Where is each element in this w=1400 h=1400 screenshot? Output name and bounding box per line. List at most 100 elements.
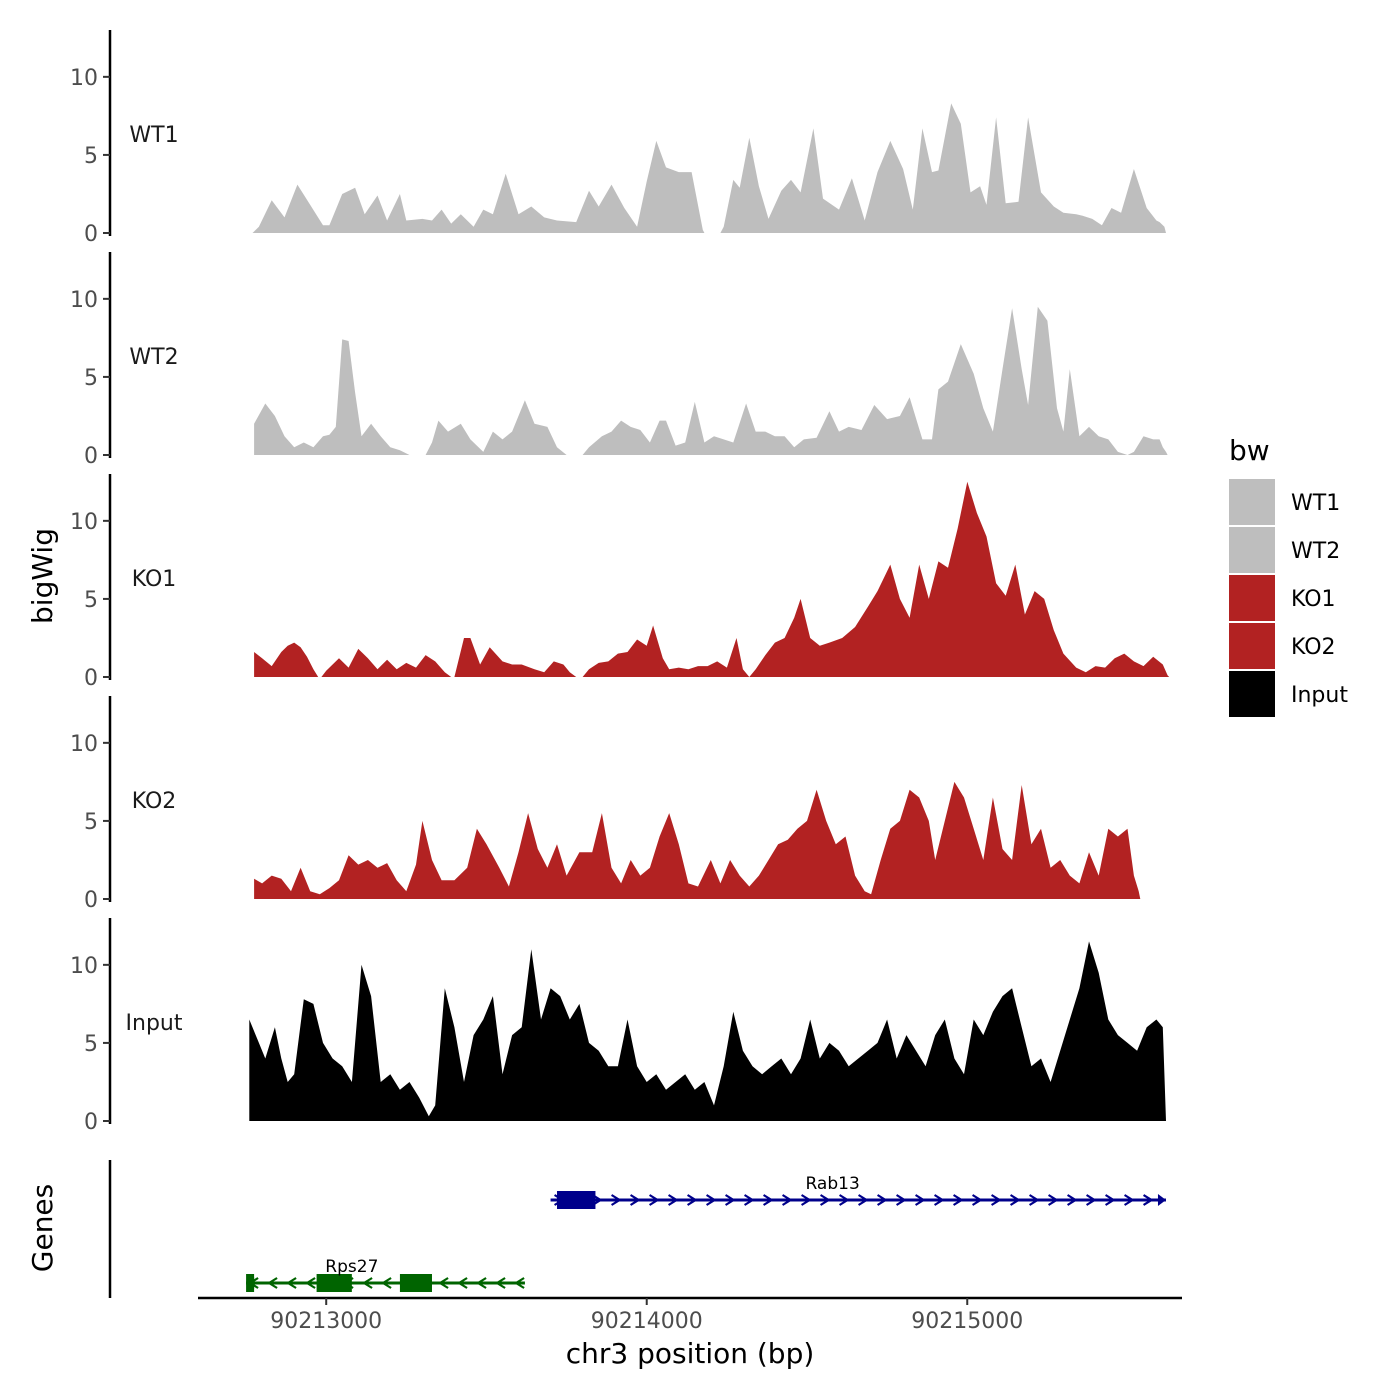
track-wt1: 0 5 10 WT1 <box>70 30 1166 247</box>
y-tick-label-input-10: 10 <box>70 954 98 979</box>
y-tick-label-input-0: 0 <box>84 1110 98 1135</box>
gene-rab13-strand-arrow <box>743 1194 755 1206</box>
legend-swatch-wt1 <box>1229 479 1275 525</box>
x-tick-label-90215000: 90215000 <box>911 1309 1023 1334</box>
y-tick-label-wt1-0: 0 <box>84 222 98 247</box>
gene-rps27-strand-arrow <box>457 1277 468 1289</box>
gene-rab13-end-arrow <box>1157 1194 1166 1206</box>
gene-rab13-strand-arrow <box>876 1194 888 1206</box>
gene-rab13-strand-arrow <box>819 1194 831 1206</box>
y-tick-label-wt2-5: 5 <box>84 366 98 391</box>
gene-rab13-strand-arrow <box>629 1194 641 1206</box>
y-tick-label-wt1-10: 10 <box>70 66 98 91</box>
gene-rab13-strand-arrow <box>933 1194 945 1206</box>
gene-rab13-strand-arrow <box>857 1194 869 1206</box>
gene-rps27: Rps27 <box>246 1257 525 1292</box>
gene-rab13: Rab13 <box>550 1174 1166 1209</box>
gene-rab13-strand-arrow <box>705 1194 717 1206</box>
legend-swatch-wt2 <box>1229 527 1275 573</box>
track-input: 0 5 10 Input <box>70 918 1167 1135</box>
gene-label-rab13: Rab13 <box>805 1174 859 1194</box>
gene-rab13-strand-arrow <box>1085 1194 1097 1206</box>
track-ko1: 0 5 10 KO1 <box>70 474 1170 691</box>
gene-rab13-strand-arrow <box>1047 1194 1059 1206</box>
gene-rab13-strand-arrow <box>838 1194 850 1206</box>
gene-rab13-strand-arrow <box>914 1194 926 1206</box>
y-tick-label-ko1-10: 10 <box>70 510 98 535</box>
x-axis: 90213000 90214000 90215000 <box>198 1296 1182 1334</box>
y-tick-label-ko2-0: 0 <box>84 888 98 913</box>
gene-rab13-strand-arrow <box>648 1194 660 1206</box>
gene-rab13-strand-arrow <box>1142 1194 1154 1206</box>
y-tick-label-ko1-0: 0 <box>84 666 98 691</box>
gene-rab13-strand-arrow <box>667 1194 679 1206</box>
area-input <box>249 941 1167 1121</box>
y-axis-title: bigWig <box>26 528 59 624</box>
gene-rps27-strand-arrow <box>381 1277 392 1289</box>
gene-rab13-strand-arrow <box>1028 1194 1040 1206</box>
gene-rab13-strand-arrow <box>895 1194 907 1206</box>
legend-label-ko2: KO2 <box>1291 635 1336 660</box>
gene-rps27-strand-arrow <box>495 1277 506 1289</box>
area-ko2 <box>254 781 1141 899</box>
gene-rps27-strand-arrow <box>514 1277 525 1289</box>
gene-rab13-strand-arrow <box>1123 1194 1135 1206</box>
gene-rab13-strand-arrow <box>800 1194 812 1206</box>
x-tick-label-90214000: 90214000 <box>591 1309 703 1334</box>
gene-rps27-strand-arrow <box>438 1277 449 1289</box>
gene-rab13-strand-arrow <box>1066 1194 1078 1206</box>
y-tick-label-input-5: 5 <box>84 1032 98 1057</box>
gene-rab13-strand-arrow <box>1104 1194 1116 1206</box>
gene-rab13-strand-arrow <box>781 1194 793 1206</box>
gene-rab13-strand-arrow <box>610 1194 622 1206</box>
gene-rps27-strand-arrow <box>362 1277 373 1289</box>
gene-rps27-strand-arrow <box>286 1277 297 1289</box>
gene-rab13-strand-arrow <box>1009 1194 1021 1206</box>
x-tick-label-90213000: 90213000 <box>270 1309 382 1334</box>
legend-label-input: Input <box>1291 683 1348 708</box>
y-tick-label-wt2-0: 0 <box>84 444 98 469</box>
y-tick-label-ko1-5: 5 <box>84 588 98 613</box>
legend-label-wt2: WT2 <box>1291 539 1340 564</box>
gene-rab13-strand-arrow <box>990 1194 1002 1206</box>
gene-rab13-strand-arrow <box>762 1194 774 1206</box>
y-tick-label-ko2-5: 5 <box>84 810 98 835</box>
gene-rps27-strand-arrow <box>476 1277 487 1289</box>
tracks-area: 0 5 10 WT1 0 5 10 WT2 0 5 10 KO1 0 5 10 KO2 0 5 10 Input <box>70 30 1170 1135</box>
gene-rab13-strand-arrow <box>952 1194 964 1206</box>
gene-rps27-exon-1 <box>246 1274 255 1292</box>
track-wt2: 0 5 10 WT2 <box>70 252 1168 469</box>
gene-rps27-exon-2 <box>316 1274 352 1292</box>
gene-rps27-strand-arrow <box>305 1277 316 1289</box>
track-label-wt1: WT1 <box>129 123 178 148</box>
gene-rps27-exon-3 <box>399 1274 432 1292</box>
y-tick-label-wt2-10: 10 <box>70 288 98 313</box>
legend-swatch-input <box>1229 671 1275 717</box>
gene-rab13-exon-1 <box>556 1191 596 1209</box>
gene-label-rps27: Rps27 <box>325 1257 378 1277</box>
genes-track: Rab13 Rps27 <box>108 1160 1166 1298</box>
gene-rab13-strand-arrow <box>724 1194 736 1206</box>
area-ko1 <box>254 481 1170 677</box>
track-label-ko1: KO1 <box>132 567 177 592</box>
legend: bw WT1 WT2 KO1 KO2 Input <box>1229 434 1348 717</box>
legend-label-wt1: WT1 <box>1291 491 1340 516</box>
y-tick-label-ko2-10: 10 <box>70 732 98 757</box>
gene-rab13-strand-arrow <box>686 1194 698 1206</box>
legend-title: bw <box>1229 434 1270 467</box>
area-wt1 <box>252 103 1166 234</box>
track-label-input: Input <box>126 1011 183 1036</box>
legend-swatch-ko2 <box>1229 623 1275 669</box>
track-label-ko2: KO2 <box>132 789 177 814</box>
legend-label-ko1: KO1 <box>1291 587 1336 612</box>
area-wt2 <box>254 306 1168 455</box>
gene-rps27-strand-arrow <box>267 1277 278 1289</box>
track-label-wt2: WT2 <box>129 345 178 370</box>
genes-axis-title: Genes <box>26 1184 59 1272</box>
track-ko2: 0 5 10 KO2 <box>70 696 1141 913</box>
legend-swatch-ko1 <box>1229 575 1275 621</box>
y-tick-label-wt1-5: 5 <box>84 144 98 169</box>
x-axis-title: chr3 position (bp) <box>566 1337 815 1370</box>
gene-rab13-strand-arrow <box>971 1194 983 1206</box>
